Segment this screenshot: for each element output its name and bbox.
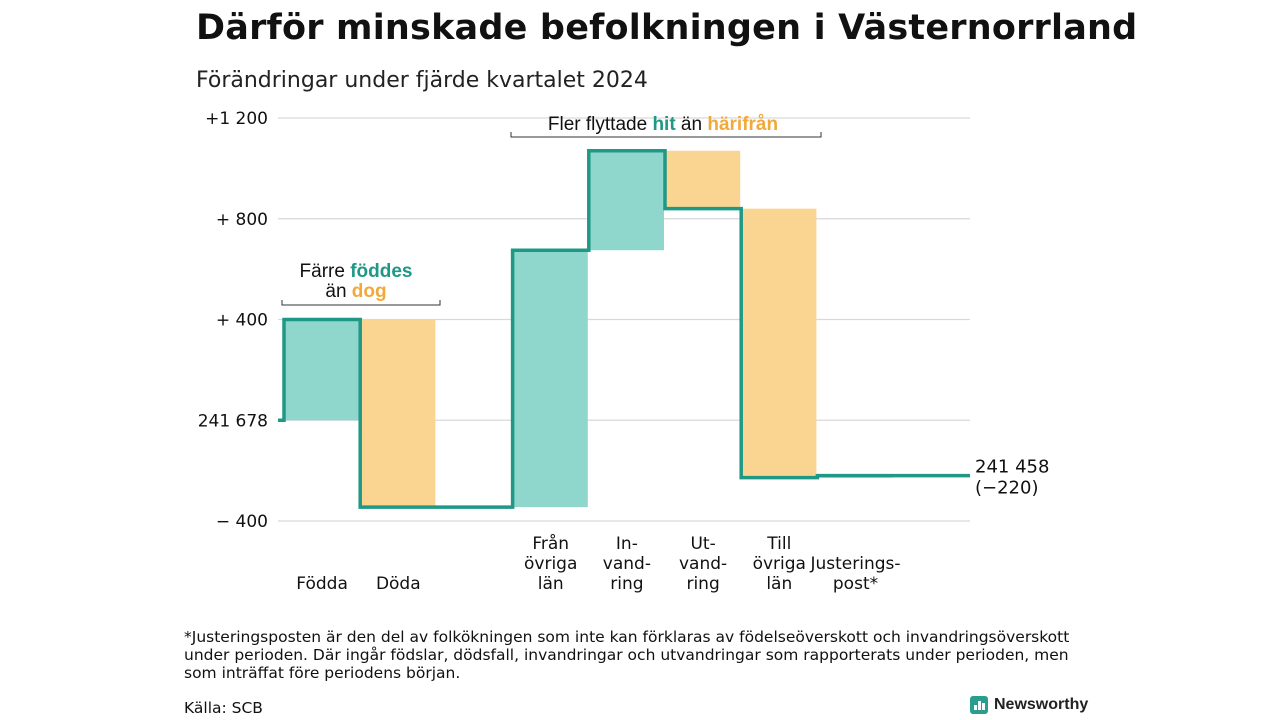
y-tick-label: 241 678 <box>198 411 268 431</box>
bar <box>360 319 436 508</box>
x-category-label: övriga <box>753 554 806 574</box>
bar <box>284 319 360 421</box>
bar <box>741 208 817 478</box>
brand-logo: Newsworthy <box>970 696 1088 714</box>
x-category-label: Från <box>532 533 569 554</box>
x-category-label: ring <box>686 574 719 594</box>
source-label: Källa: SCB <box>184 699 263 717</box>
annotation-births-deaths: Färre föddes <box>300 261 413 282</box>
x-category-label: Döda <box>376 574 421 594</box>
x-category-label: Ut- <box>690 534 715 554</box>
x-category-label: ring <box>610 574 643 594</box>
waterfall-chart: +1 200 + 800 + 400 241 678 − 400 Födda Döda Frå… <box>198 109 1050 594</box>
newsworthy-logo-icon <box>970 696 988 714</box>
x-category-label: In- <box>616 534 638 554</box>
bar <box>665 150 741 209</box>
x-category-label: övriga <box>524 554 577 574</box>
bar <box>588 150 664 251</box>
x-category-label: Födda <box>296 574 348 594</box>
footnote: *Justeringsposten är den del av folkökni… <box>184 628 1070 682</box>
y-tick-label: +1 200 <box>205 109 268 129</box>
x-category-label: län <box>538 574 564 594</box>
end-value-label: 241 458 <box>975 457 1049 478</box>
x-category-label: Justerings- <box>809 554 900 574</box>
annotation-births-deaths: än dog <box>325 281 386 302</box>
chart-subtitle: Förändringar under fjärde kvartalet 2024 <box>196 68 648 93</box>
x-category-label: Till <box>766 534 791 554</box>
brand-name: Newsworthy <box>994 696 1089 713</box>
y-tick-label: − 400 <box>216 512 268 532</box>
chart-title: Därför minskade befolkningen i Västernor… <box>196 8 1138 48</box>
y-tick-label: + 800 <box>216 210 268 230</box>
step-line <box>278 148 970 509</box>
annotation-bracket <box>281 300 441 306</box>
annotation-migration: Fler flyttade hit än härifrån <box>548 114 778 135</box>
end-change-label: (−220) <box>975 478 1038 499</box>
x-category-label: vand- <box>603 554 651 574</box>
x-category-label: vand- <box>679 554 727 574</box>
annotation-bracket <box>510 132 822 138</box>
x-category-label: post* <box>833 574 878 594</box>
y-tick-label: + 400 <box>216 311 268 331</box>
x-category-label: län <box>766 574 792 594</box>
bar <box>512 250 588 508</box>
